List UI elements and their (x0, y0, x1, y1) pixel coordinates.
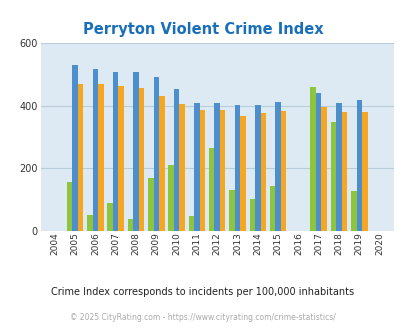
Bar (280, 111, 286, 231)
Bar (341, 112, 346, 231)
Bar (128, 219, 133, 231)
Bar (98, 84, 103, 231)
Bar (361, 112, 367, 231)
Bar (269, 185, 275, 231)
Text: Perryton Violent Crime Index: Perryton Violent Crime Index (83, 22, 322, 37)
Bar (240, 115, 245, 231)
Bar (199, 110, 205, 231)
Bar (350, 191, 356, 231)
Bar (173, 89, 179, 231)
Bar (330, 122, 335, 231)
Bar (356, 100, 361, 231)
Bar (220, 110, 225, 231)
Bar (234, 105, 240, 231)
Bar (72, 65, 78, 231)
Bar (139, 88, 144, 231)
Bar (229, 190, 234, 231)
Bar (67, 182, 72, 231)
Bar (78, 84, 83, 231)
Bar (214, 103, 220, 231)
Bar (168, 165, 173, 231)
Bar (315, 93, 321, 231)
Bar (179, 104, 184, 231)
Bar (335, 103, 341, 231)
Text: Crime Index corresponds to incidents per 100,000 inhabitants: Crime Index corresponds to incidents per… (51, 287, 354, 297)
Text: © 2025 CityRating.com - https://www.cityrating.com/crime-statistics/: © 2025 CityRating.com - https://www.city… (70, 313, 335, 322)
Bar (159, 96, 164, 231)
Bar (92, 69, 98, 231)
Bar (87, 215, 92, 231)
Bar (107, 203, 113, 231)
Bar (153, 77, 159, 231)
Bar (321, 107, 326, 231)
Bar (260, 114, 265, 231)
Bar (310, 87, 315, 231)
Bar (209, 148, 214, 231)
Bar (148, 178, 153, 231)
Bar (249, 199, 254, 231)
Bar (254, 105, 260, 231)
Bar (194, 103, 199, 231)
Bar (188, 216, 194, 231)
Bar (275, 102, 280, 231)
Bar (113, 72, 118, 231)
Bar (118, 85, 124, 231)
Bar (133, 72, 139, 231)
